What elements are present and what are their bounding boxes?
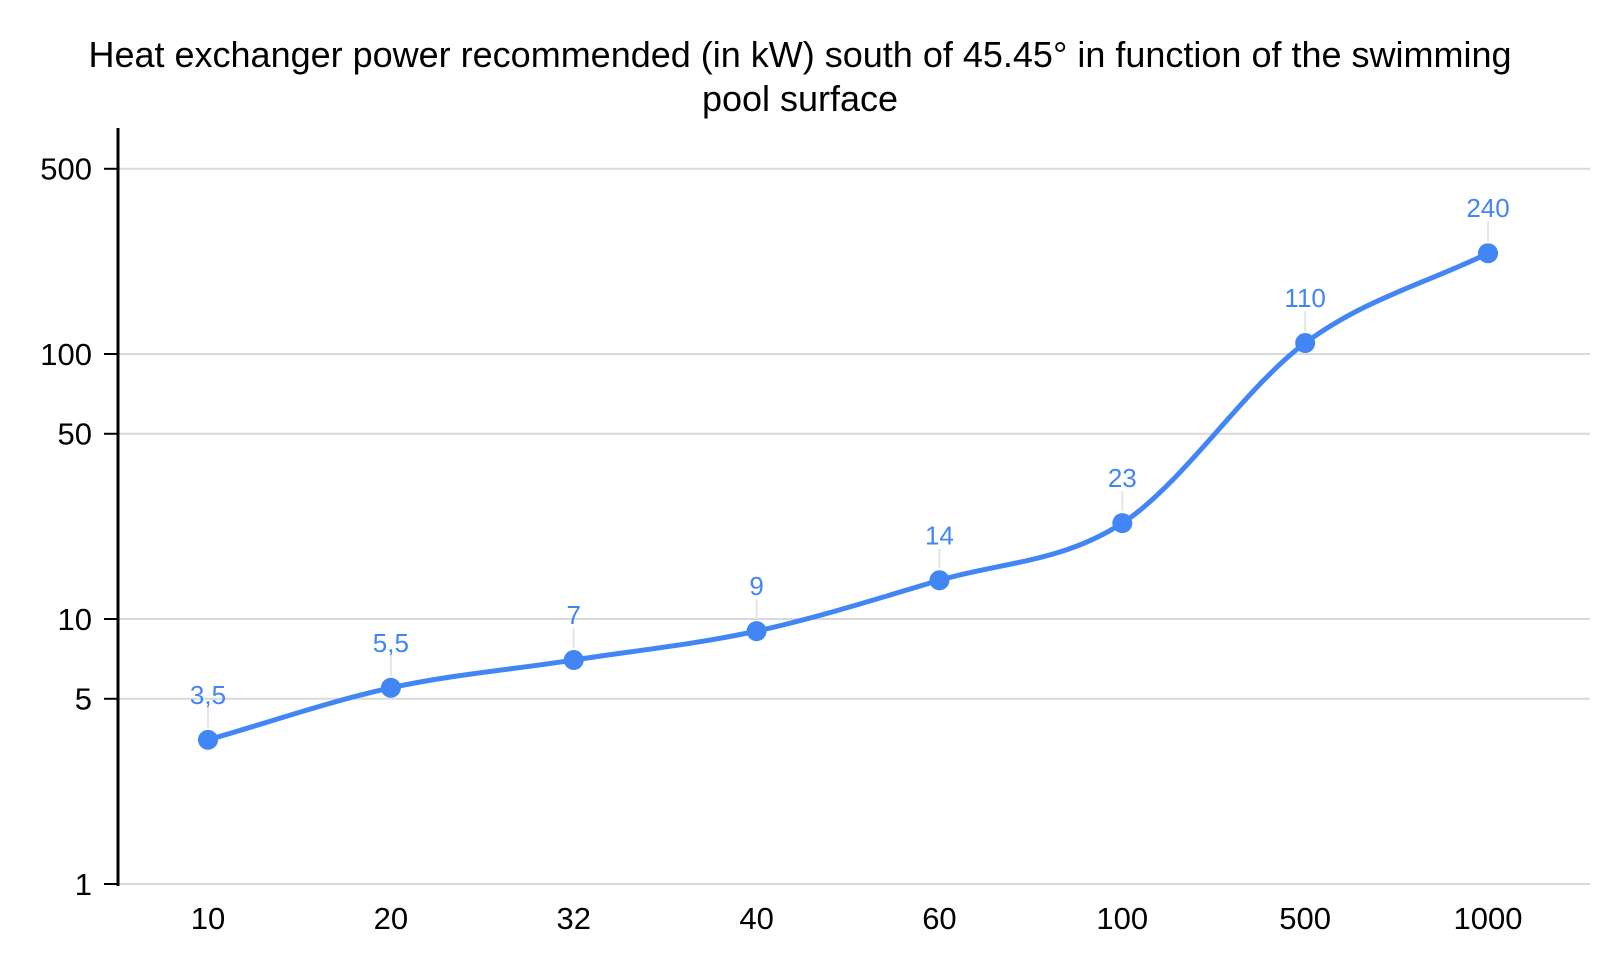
- y-tick-label: 5: [75, 682, 92, 717]
- x-tick-label: 500: [1279, 901, 1331, 936]
- y-tick-label: 500: [40, 152, 92, 187]
- data-point-label: 5,5: [373, 628, 409, 658]
- chart-title-line-2: pool surface: [701, 78, 899, 119]
- x-tick-label: 60: [922, 901, 956, 936]
- data-point: [198, 729, 218, 750]
- data-point-label: 9: [749, 571, 763, 601]
- chart-title-line-1: Heat exchanger power recommended (in kW)…: [88, 34, 1512, 75]
- data-point-label: 110: [1284, 283, 1325, 313]
- data-point: [563, 650, 584, 671]
- data-point: [1478, 243, 1499, 264]
- x-tick-label: 40: [739, 901, 773, 936]
- data-point-label: 14: [925, 520, 954, 550]
- data-point-label: 7: [566, 600, 580, 630]
- y-tick-label: 50: [58, 417, 92, 452]
- data-point: [380, 677, 401, 698]
- x-tick-label: 32: [556, 901, 590, 936]
- x-tick-label: 20: [374, 901, 408, 936]
- series-line: [205, 250, 1491, 743]
- x-tick-label: 10: [191, 901, 225, 936]
- x-tick-label: 100: [1096, 901, 1148, 936]
- y-tick-label: 100: [40, 337, 92, 372]
- data-point: [746, 621, 767, 642]
- data-point-label: 240: [1466, 193, 1509, 223]
- data-point: [1295, 333, 1316, 354]
- data-point-label: 3,5: [190, 680, 226, 710]
- chart-title: Heat exchanger power recommended (in kW)…: [0, 33, 1600, 121]
- data-point: [1112, 513, 1133, 534]
- x-tick-label: 1000: [1454, 901, 1523, 936]
- data-point-label: 23: [1108, 463, 1137, 493]
- data-point: [929, 570, 950, 591]
- y-tick-label: 1: [75, 867, 92, 902]
- y-tick-label: 10: [58, 602, 92, 637]
